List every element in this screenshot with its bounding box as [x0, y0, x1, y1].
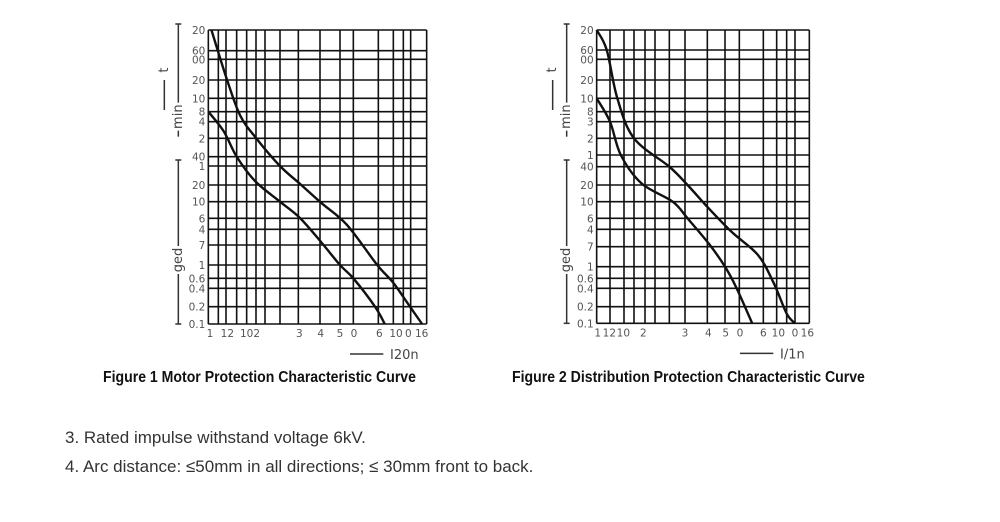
y-tick-label: 20	[192, 180, 205, 192]
x-tick-label: 12	[221, 328, 234, 340]
x-tick-label: 5	[722, 327, 729, 339]
curve-upper	[595, 29, 796, 325]
y-unit-min: min	[559, 104, 574, 129]
y-tick-label: 0.4	[189, 283, 206, 295]
y-tick-label: 10	[192, 93, 205, 105]
x-tick-label: 16	[801, 327, 815, 339]
figure-1-caption: Figure 1 Motor Protection Characteristic…	[103, 369, 416, 386]
y-tick-label: 20	[580, 75, 593, 87]
x-tick-label: 1	[594, 327, 601, 339]
x-tick-label: 3	[682, 327, 689, 339]
y-tick-label: 4	[199, 117, 206, 129]
y-tick-label: 1	[587, 262, 594, 274]
label-bg	[171, 246, 186, 274]
y-tick-label: 7	[587, 242, 594, 254]
note-impulse-voltage: 3. Rated impulse withstand voltage 6kV.	[65, 428, 366, 447]
x-tick-label: 102	[240, 328, 260, 340]
x-tick-label: 16	[415, 328, 429, 340]
x-tick-label: 4	[317, 328, 324, 340]
y-tick-label: 10	[192, 197, 205, 209]
y-tick-label: 0.2	[189, 302, 206, 314]
x-axis-label: I/1n	[780, 347, 805, 362]
x-tick-label: 0	[405, 328, 412, 340]
y-tick-label: 40	[192, 152, 205, 164]
label-bg	[559, 102, 574, 131]
y-tick-label: 6	[199, 213, 206, 225]
label-bg	[171, 102, 186, 131]
y-tick-label: 8	[587, 107, 594, 119]
y-tick-label: 00	[580, 54, 593, 66]
x-tick-label: 0	[792, 327, 799, 339]
x-tick-label: 3	[296, 328, 303, 340]
y-tick-label: 4	[199, 224, 206, 236]
x-tick-label: 12	[603, 327, 616, 339]
y-tick-label: 10	[580, 197, 593, 209]
x-tick-label: 5	[337, 328, 344, 340]
y-tick-label: 3	[587, 117, 594, 129]
x-tick-label: 10	[772, 327, 785, 339]
y-unit-sec: ged	[171, 248, 186, 273]
y-tick-label: 20	[580, 25, 593, 37]
y-tick-label: 20	[580, 180, 593, 192]
x-tick-label: 10	[617, 327, 630, 339]
y-tick-label: 2	[199, 133, 206, 145]
y-tick-label: 00	[192, 54, 205, 66]
curve-lower	[595, 97, 754, 324]
x-tick-label: 6	[760, 327, 767, 339]
y-tick-label: 20	[192, 25, 205, 37]
y-tick-label: 4	[587, 224, 594, 236]
curve-lower	[207, 110, 386, 325]
y-tick-label: 0.1	[577, 318, 594, 330]
y-axis-label-t: t	[157, 67, 172, 72]
x-tick-label: 10	[389, 328, 402, 340]
y-unit-sec: ged	[559, 248, 574, 273]
y-tick-label: 10	[580, 93, 593, 105]
curve-upper	[210, 29, 424, 325]
y-tick-label: 2	[587, 133, 594, 145]
figure-2-caption: Figure 2 Distribution Protection Charact…	[512, 369, 865, 386]
y-tick-label: 0.2	[577, 302, 594, 314]
x-tick-label: 2	[640, 327, 647, 339]
x-tick-label: 6	[376, 328, 383, 340]
y-tick-label: 40	[580, 162, 593, 174]
x-tick-label: 4	[705, 327, 712, 339]
y-tick-label: 1	[199, 161, 206, 173]
y-tick-label: 0.4	[577, 283, 594, 295]
y-axis-label-t: t	[545, 67, 560, 72]
x-tick-label: 1	[207, 328, 214, 340]
y-tick-label: 8	[199, 107, 206, 119]
y-unit-min: min	[171, 104, 186, 129]
y-tick-label: 0.6	[189, 273, 206, 285]
y-tick-label: 0.1	[189, 319, 206, 331]
y-tick-label: 0.6	[577, 273, 594, 285]
note-arc-distance: 4. Arc distance: ≤50mm in all directions…	[65, 457, 534, 476]
y-tick-label: 1	[587, 150, 594, 162]
x-tick-label: 0	[351, 328, 358, 340]
y-tick-label: 60	[580, 45, 593, 57]
y-tick-label: 60	[192, 46, 205, 58]
y-tick-label: 7	[199, 240, 206, 252]
y-tick-label: 20	[192, 75, 205, 87]
y-tick-label: 1	[199, 260, 206, 272]
x-tick-label: 0	[737, 327, 744, 339]
label-bg	[559, 246, 574, 274]
y-tick-label: 6	[587, 213, 594, 225]
x-axis-label: I20n	[390, 348, 419, 363]
